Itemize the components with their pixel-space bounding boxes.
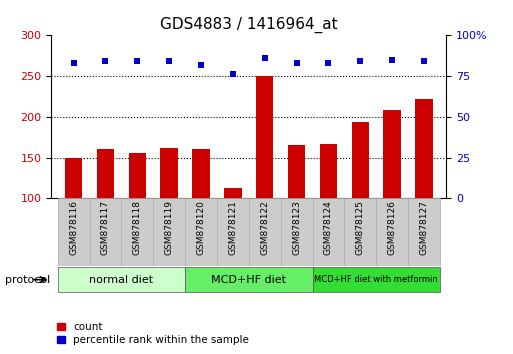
Text: GSM878126: GSM878126 xyxy=(388,200,397,255)
Bar xyxy=(57,267,185,292)
Point xyxy=(356,59,364,64)
Bar xyxy=(185,198,217,266)
Legend: count, percentile rank within the sample: count, percentile rank within the sample xyxy=(56,322,249,345)
Point xyxy=(197,62,205,68)
Bar xyxy=(383,110,401,198)
Text: GSM878121: GSM878121 xyxy=(228,200,238,255)
Bar xyxy=(408,198,440,266)
Bar xyxy=(129,153,146,198)
Bar xyxy=(65,158,83,198)
Text: GSM878125: GSM878125 xyxy=(356,200,365,255)
Point xyxy=(69,60,77,66)
Text: GSM878118: GSM878118 xyxy=(133,200,142,255)
Bar xyxy=(90,198,122,266)
Text: GSM878127: GSM878127 xyxy=(420,200,428,255)
Point xyxy=(292,60,301,66)
Bar xyxy=(320,144,337,198)
Bar xyxy=(57,198,90,266)
Point xyxy=(388,57,396,63)
Point xyxy=(165,59,173,64)
Bar xyxy=(256,76,273,198)
Text: GSM878120: GSM878120 xyxy=(196,200,206,255)
Text: GSM878117: GSM878117 xyxy=(101,200,110,255)
Bar xyxy=(122,198,153,266)
Bar xyxy=(288,145,305,198)
Point xyxy=(229,72,237,77)
Bar xyxy=(376,198,408,266)
Text: MCD+HF diet with metformin: MCD+HF diet with metformin xyxy=(314,275,438,284)
Text: GSM878116: GSM878116 xyxy=(69,200,78,255)
Title: GDS4883 / 1416964_at: GDS4883 / 1416964_at xyxy=(160,16,338,33)
Bar xyxy=(312,198,344,266)
Bar xyxy=(312,267,440,292)
Bar xyxy=(161,148,178,198)
Bar xyxy=(281,198,312,266)
Point xyxy=(420,59,428,64)
Point xyxy=(133,59,142,64)
Bar xyxy=(185,267,312,292)
Text: GSM878123: GSM878123 xyxy=(292,200,301,255)
Text: protocol: protocol xyxy=(5,275,50,285)
Point xyxy=(261,55,269,61)
Bar xyxy=(249,198,281,266)
Bar xyxy=(96,149,114,198)
Point xyxy=(324,60,332,66)
Text: GSM878119: GSM878119 xyxy=(165,200,174,255)
Bar xyxy=(344,198,376,266)
Bar xyxy=(224,188,242,198)
Bar xyxy=(153,198,185,266)
Bar xyxy=(351,122,369,198)
Bar xyxy=(192,149,210,198)
Text: GSM878122: GSM878122 xyxy=(260,200,269,255)
Bar xyxy=(415,99,433,198)
Text: MCD+HF diet: MCD+HF diet xyxy=(211,275,286,285)
Point xyxy=(102,59,110,64)
Text: GSM878124: GSM878124 xyxy=(324,200,333,255)
Text: normal diet: normal diet xyxy=(89,275,153,285)
Bar xyxy=(217,198,249,266)
